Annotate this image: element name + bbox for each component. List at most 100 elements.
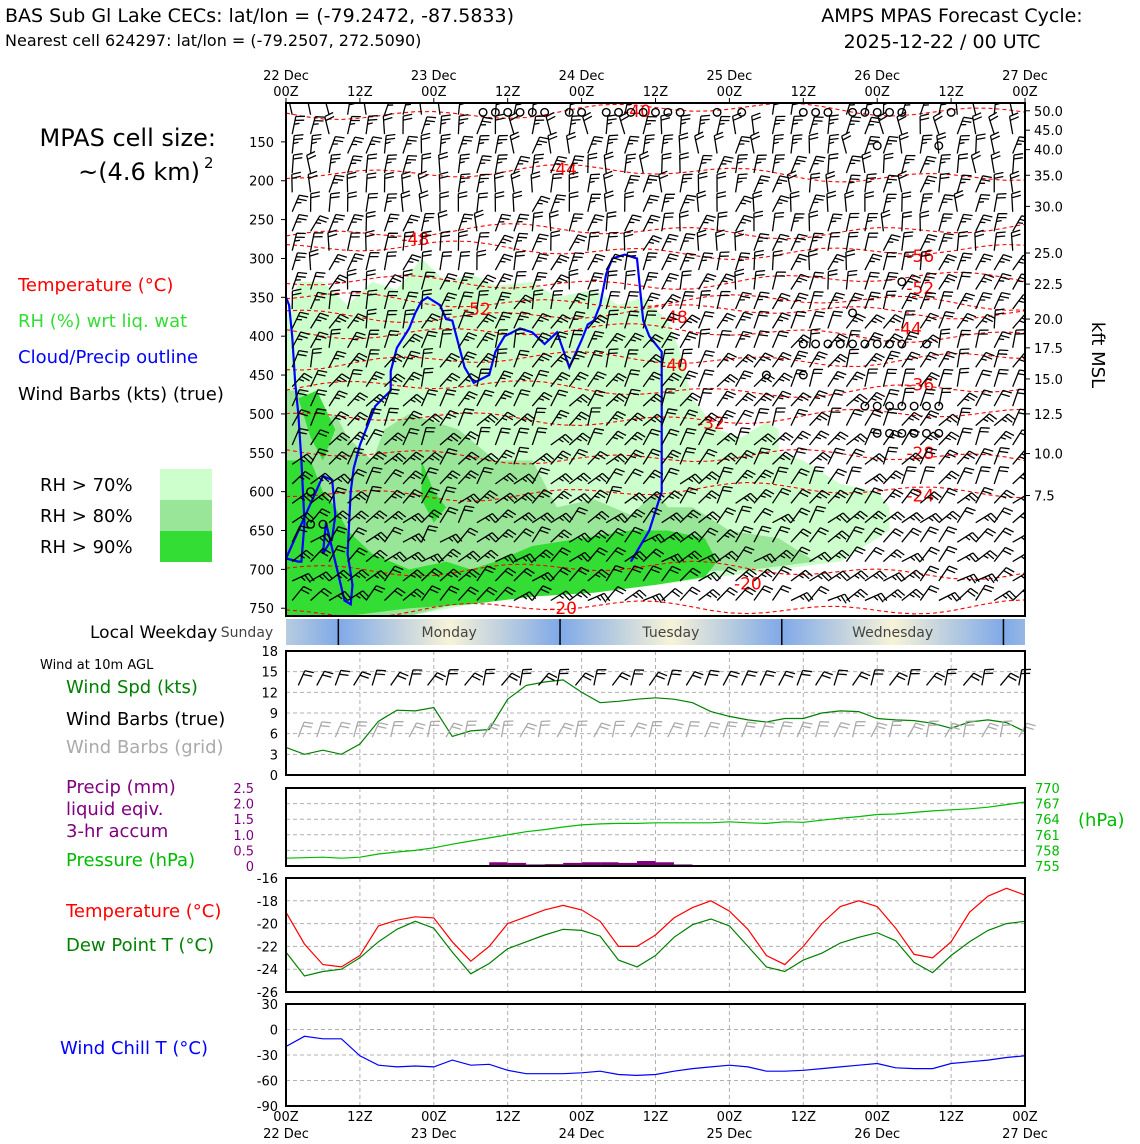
wind-barb — [864, 592, 888, 603]
wind-barb — [494, 529, 517, 543]
wind-barb — [402, 489, 424, 504]
wind-barb — [642, 271, 659, 290]
wind-barb — [310, 571, 333, 582]
wind-barb — [365, 393, 388, 407]
calm-circle — [897, 339, 907, 349]
wind-barb — [439, 548, 461, 563]
wind-barb — [476, 586, 498, 601]
wind-barb — [346, 171, 357, 193]
wind-barb — [642, 507, 663, 524]
wind-barb — [476, 134, 490, 154]
wind-barb — [975, 447, 994, 465]
wind-barb — [457, 470, 479, 485]
wind-barb — [291, 372, 313, 388]
wind-barb — [771, 134, 784, 154]
wind-ytick-label: 12 — [261, 686, 278, 701]
wind-barb — [457, 408, 475, 426]
wind-barb — [310, 472, 333, 485]
calm-circle — [885, 107, 895, 117]
wind-barb — [786, 170, 797, 193]
wind-barb — [841, 131, 852, 154]
wind-barb — [975, 369, 993, 387]
wind-barb — [771, 249, 783, 271]
calm-circle — [885, 401, 895, 411]
wind-barb — [531, 271, 548, 290]
wind-barb — [735, 353, 757, 368]
wind-barb-grid — [778, 721, 793, 738]
wind-barb — [494, 311, 513, 329]
title-right-2: 2025-12-22 / 00 UTC — [844, 31, 1041, 53]
wind-barb — [864, 173, 877, 193]
wind-barb — [1012, 369, 1025, 387]
wind-barb — [845, 329, 861, 348]
weekday-name: Thursday — [1081, 625, 1140, 641]
wind-barb — [328, 590, 352, 602]
calm-circle — [540, 107, 550, 117]
wind-barb — [458, 493, 481, 504]
dewpoint-line — [285, 918, 1026, 977]
wind-barb — [420, 585, 441, 601]
wind-barb — [882, 470, 904, 485]
wind-barb-grid — [944, 722, 962, 738]
wind-barb-true — [981, 668, 994, 686]
wind-barb — [716, 352, 737, 368]
wind-barb-grid — [796, 721, 813, 738]
main-ytick-right-label: 22.5 — [1034, 278, 1063, 293]
wind-barb — [901, 512, 924, 524]
wind-barb — [347, 527, 367, 543]
chill-ytick-label: -90 — [257, 1100, 278, 1115]
wind-barb — [605, 270, 618, 290]
wind-barb — [790, 134, 803, 154]
wind-barb — [716, 466, 734, 485]
wind-barb — [1009, 103, 1014, 115]
wind-barb — [827, 549, 850, 563]
wind-barb — [605, 114, 617, 135]
wind-barb — [827, 292, 845, 310]
wind-barb — [439, 309, 453, 329]
top-axis-date: 27 Dec — [1002, 69, 1048, 84]
wind-barb — [365, 371, 385, 388]
wind-barb — [421, 509, 443, 524]
wind-barb — [383, 330, 400, 348]
temperature-line — [285, 887, 1026, 968]
wind-barb — [328, 135, 345, 154]
wind-barb — [938, 368, 954, 387]
wind-barb — [864, 453, 887, 465]
isotherm-line — [286, 380, 1025, 399]
wind-barb — [735, 291, 752, 310]
wind-barb — [457, 250, 471, 271]
main-ytick-label: 250 — [249, 214, 274, 229]
wind-barb — [919, 372, 940, 388]
wind-barb — [734, 154, 748, 174]
wind-barb — [365, 570, 389, 582]
wind-barb — [310, 533, 333, 544]
wind-barb — [624, 492, 647, 504]
wind-barb — [993, 590, 1017, 602]
wind-barb — [605, 332, 626, 349]
wind-barb — [697, 114, 711, 135]
wind-barb — [418, 190, 429, 212]
wind-barb — [587, 193, 601, 212]
wind-barb — [402, 427, 420, 446]
wind-barb — [568, 171, 579, 193]
wind-barb — [790, 292, 809, 310]
wind-barb — [771, 407, 786, 426]
wind-barb — [328, 328, 341, 348]
wind-barb — [494, 234, 514, 252]
wind-barb — [1012, 534, 1025, 543]
legend-rh90: RH > 90% — [40, 537, 133, 558]
wind-barb — [716, 171, 727, 193]
chill-ytick-label: 0 — [270, 1024, 278, 1039]
wind-barb — [587, 214, 605, 232]
wind-barb — [1012, 429, 1025, 446]
top-axis-hour: 12Z — [791, 85, 817, 100]
wind-barb — [605, 547, 627, 563]
wind-barb — [956, 392, 978, 407]
wind-barb — [493, 171, 504, 193]
wind-barb — [716, 452, 739, 465]
wind-barb — [587, 173, 601, 193]
pressure-ytick-label: 767 — [1035, 798, 1060, 813]
top-axis-hour: 12Z — [938, 85, 964, 100]
wind-barb — [1012, 352, 1025, 368]
wind-barb — [845, 448, 865, 465]
